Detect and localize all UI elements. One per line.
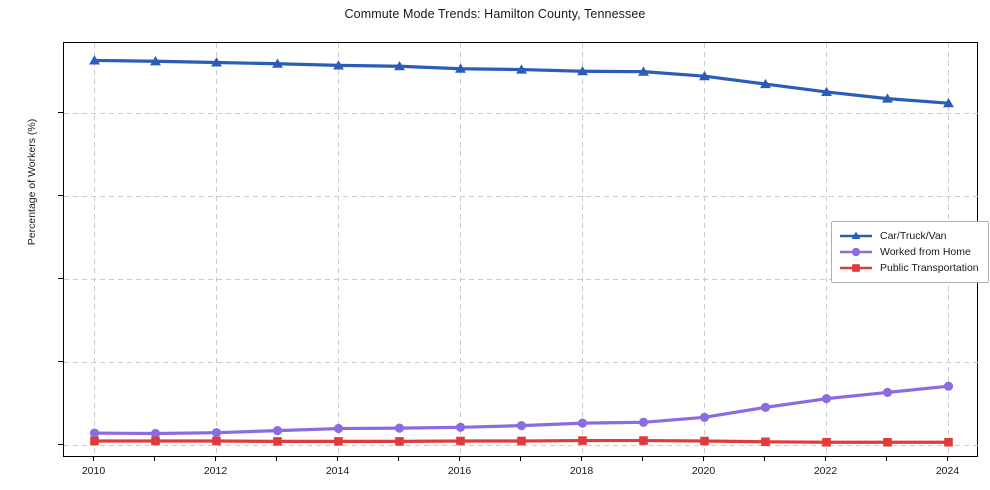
- x-axis-tick-label: 2022: [813, 465, 838, 477]
- x-axis-tick-label: 2012: [203, 465, 228, 477]
- plot-area: [63, 42, 979, 458]
- legend-item-public-transportation[interactable]: Public Transportation: [839, 260, 979, 276]
- legend-label-worked-from-home: Worked from Home: [880, 246, 971, 258]
- legend-swatch-car-truck-van: [840, 231, 872, 239]
- x-axis-tick-label: 2014: [325, 465, 350, 477]
- chart-title: Commute Mode Trends: Hamilton County, Te…: [344, 7, 646, 21]
- x-axis-tick-label: 2024: [935, 465, 960, 477]
- legend-swatch-public-transportation: [840, 264, 872, 272]
- x-axis-tick-label: 2010: [81, 465, 106, 477]
- chart-legend[interactable]: Car/Truck/Van Worked from Home Public Tr…: [831, 221, 989, 283]
- legend-item-car-truck-van[interactable]: Car/Truck/Van: [839, 228, 979, 244]
- x-axis-tick-label: 2016: [447, 465, 472, 477]
- plot-svg: [64, 43, 979, 458]
- x-axis-tick-label: 2018: [569, 465, 594, 477]
- legend-swatch-worked-from-home: [840, 247, 872, 257]
- legend-label-public-transportation: Public Transportation: [880, 262, 979, 274]
- y-axis-label: Percentage of Workers (%): [26, 118, 38, 246]
- legend-item-worked-from-home[interactable]: Worked from Home: [839, 244, 979, 260]
- x-axis-tick-label: 2020: [691, 465, 716, 477]
- legend-label-car-truck-van: Car/Truck/Van: [880, 230, 947, 242]
